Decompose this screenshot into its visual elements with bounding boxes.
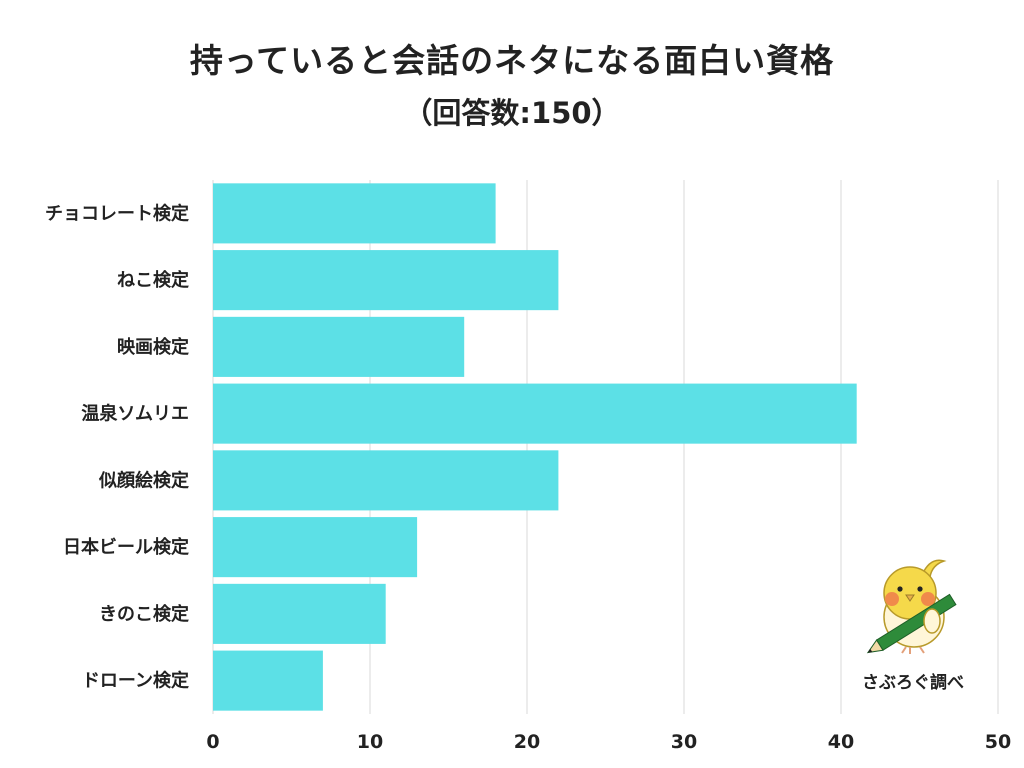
x-tick-label: 50 [985,731,1011,753]
x-axis-ticks: 0 10 20 30 40 50 [206,731,1011,753]
x-tick-label: 0 [206,731,219,753]
bar [213,517,418,578]
bar [213,583,386,644]
x-tick-label: 20 [514,731,540,753]
bird-mascot-icon [866,559,957,654]
chart-subtitle: （回答数:150） [403,96,621,130]
x-tick-label: 30 [671,731,697,753]
category-labels: チョコレート検定ねこ検定映画検定温泉ソムリエ似顔絵検定日本ビール検定きのこ検定ド… [45,202,189,691]
bar [213,383,857,444]
x-tick-label: 40 [828,731,854,753]
category-label: 日本ビール検定 [63,536,189,558]
category-label: チョコレート検定 [45,202,189,224]
bar [213,450,559,511]
category-label: ドローン検定 [82,670,189,692]
bar [213,250,559,311]
bar [213,650,323,711]
chart-title: 持っていると会話のネタになる面白い資格 [189,41,835,80]
source-credit: さぶろぐ調べ [862,673,964,693]
bar [213,316,465,377]
category-label: 映画検定 [117,336,189,358]
category-label: 温泉ソムリエ [81,403,189,425]
x-tick-label: 10 [357,731,383,753]
category-label: きのこ検定 [99,603,189,625]
bar [213,183,496,244]
category-label: ねこ検定 [117,269,189,291]
category-label: 似顔絵検定 [98,469,189,491]
bars [213,183,857,711]
